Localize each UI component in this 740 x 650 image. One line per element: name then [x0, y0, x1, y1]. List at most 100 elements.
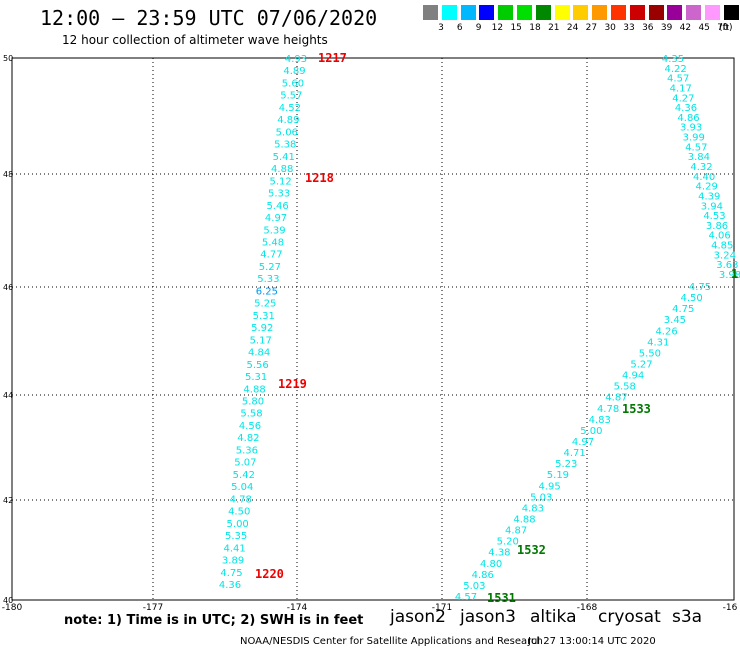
wave-height-value: 4.57 — [685, 142, 707, 153]
wave-height-value: 4.87 — [505, 526, 527, 537]
wave-height-value: 3.98 — [719, 270, 740, 281]
wave-height-value: 5.58 — [614, 382, 636, 393]
wave-height-value: 5.00 — [227, 519, 249, 530]
lon-tick-label: -177 — [143, 603, 163, 613]
wave-height-value: 4.56 — [239, 421, 261, 432]
wave-height-value: 3.84 — [688, 152, 710, 163]
wave-height-value: 5.25 — [254, 299, 276, 310]
scale-swatch — [648, 5, 664, 20]
scale-swatch — [441, 5, 457, 20]
wave-height-value: 5.03 — [530, 492, 552, 503]
wave-height-value: 4.17 — [670, 83, 692, 94]
wave-height-value: 4.75 — [220, 568, 242, 579]
footer-note: note: 1) Time is in UTC; 2) SWH is in fe… — [64, 613, 364, 628]
wave-height-value: 3.24 — [714, 250, 736, 261]
scale-label: 45 — [698, 23, 710, 33]
wave-height-value: 4.78 — [230, 494, 252, 505]
scale-swatch — [686, 5, 702, 20]
wave-height-value: 4.57 — [667, 74, 689, 85]
pass-number-label: 1220 — [255, 567, 284, 581]
wave-height-value: 5.17 — [250, 335, 272, 346]
scale-swatch — [629, 5, 645, 20]
wave-height-value: 4.89 — [277, 115, 299, 126]
wave-height-value: 4.97 — [572, 437, 594, 448]
pass-number-label: 1219 — [278, 377, 307, 391]
wave-height-value: 5.48 — [262, 237, 284, 248]
wave-height-value: 5.92 — [251, 323, 273, 334]
satellite-jason3-label: jason3 — [460, 607, 516, 627]
wave-height-value: 5.50 — [639, 348, 661, 359]
scale-label: 3 — [438, 23, 444, 33]
wave-height-value: 5.35 — [225, 531, 247, 542]
lat-tick-label: 50 — [3, 54, 13, 63]
wave-height-value: 5.31 — [253, 311, 275, 322]
scale-label: 70 — [717, 23, 729, 33]
scale-label: 9 — [475, 23, 482, 33]
pass-number-label: 1531 — [487, 591, 516, 605]
wave-height-value: 5.23 — [555, 459, 577, 470]
wave-height-value: 4.82 — [237, 433, 259, 444]
scale-label: 21 — [548, 23, 560, 33]
wave-height-value: 4.88 — [271, 164, 293, 175]
wave-height-value: 4.88 — [513, 515, 535, 526]
wave-height-value: 4.86 — [472, 570, 494, 581]
scale-swatch — [460, 5, 476, 20]
map-frame — [11, 57, 735, 601]
wave-height-values: 4.934.895.605.574.524.895.065.385.414.88… — [219, 54, 740, 603]
wave-height-value: 5.04 — [231, 482, 253, 493]
wave-height-value: 4.78 — [597, 404, 619, 415]
pass-number-label: 1218 — [305, 171, 334, 185]
wave-height-value: 4.86 — [677, 113, 699, 124]
wave-height-value: 4.89 — [283, 66, 305, 77]
scale-label: 42 — [679, 23, 692, 33]
scale-swatch — [573, 5, 589, 20]
wave-height-value: 4.77 — [260, 250, 282, 261]
wave-height-value: 5.27 — [630, 360, 652, 371]
wave-height-value: 4.31 — [647, 337, 669, 348]
wave-height-value: 5.39 — [263, 225, 285, 236]
axis-labels: -180 -177 -174 -171 -168 -16 50 48 46 44 42 40 — [2, 54, 738, 613]
wave-height-value: 5.00 — [580, 426, 602, 437]
wave-height-value: 3.93 — [680, 123, 702, 134]
scale-label: 15 — [510, 23, 522, 33]
wave-height-value: 4.75 — [672, 304, 694, 315]
wave-height-value: 5.27 — [259, 262, 281, 273]
wave-height-value: 4.83 — [522, 503, 544, 514]
wave-height-value: 5.38 — [274, 140, 296, 151]
wave-height-value: 4.29 — [696, 182, 718, 193]
wave-height-value: 5.41 — [273, 152, 295, 163]
scale-label: 33 — [623, 23, 635, 33]
pass-labels: 1217 1218 1219 1220 1533 1532 1531 1 — [255, 51, 738, 605]
map-subtitle: 12 hour collection of altimeter wave hei… — [62, 33, 328, 47]
lat-tick-label: 48 — [3, 170, 13, 179]
map-grid — [11, 57, 735, 601]
wave-height-value: 4.85 — [711, 241, 733, 252]
lat-tick-label: 42 — [3, 496, 13, 505]
wave-height-value: 4.93 — [285, 54, 307, 65]
wave-height-value: 4.52 — [279, 103, 301, 114]
wave-height-value: 4.71 — [564, 448, 586, 459]
wave-height-value: 4.94 — [622, 371, 644, 382]
scale-swatch — [705, 5, 720, 20]
scale-label: 18 — [529, 23, 541, 33]
scale-label: 36 — [642, 23, 654, 33]
wave-height-value: 5.42 — [233, 470, 255, 481]
wave-height-value: 5.80 — [242, 397, 264, 408]
pass-number-label: 1533 — [622, 402, 651, 416]
scale-label: 39 — [660, 23, 673, 33]
credit-text: NOAA/NESDIS Center for Satellite Applica… — [240, 636, 543, 647]
wave-height-value: 4.75 — [689, 282, 711, 293]
scale-label: 27 — [585, 23, 598, 33]
wave-height-value: 5.20 — [497, 537, 519, 548]
wave-height-value: 4.41 — [223, 543, 245, 554]
generation-timestamp: Jul 27 13:00:14 UTC 2020 — [528, 636, 656, 647]
wave-height-value: 4.50 — [681, 293, 703, 304]
wave-height-value: 4.35 — [662, 54, 684, 65]
wave-height-value: 4.83 — [589, 415, 611, 426]
scale-swatch — [592, 5, 608, 20]
scale-swatch — [667, 5, 683, 20]
wave-height-value: 5.36 — [236, 445, 258, 456]
wave-height-value: 5.03 — [463, 581, 485, 592]
wave-height-value: 3.86 — [706, 221, 728, 232]
